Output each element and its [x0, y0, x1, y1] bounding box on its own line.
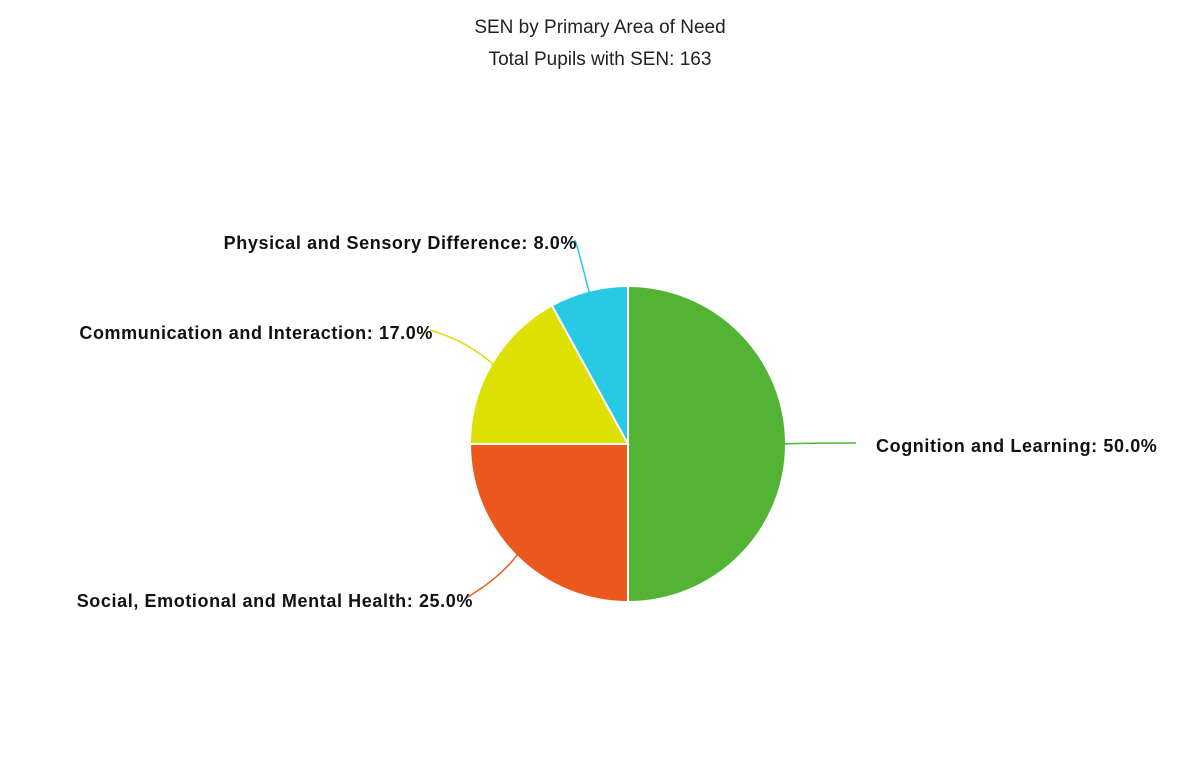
leader-line	[465, 553, 519, 599]
data-label: Cognition and Learning: 50.0%	[876, 436, 1157, 456]
pie-slice	[627, 284, 787, 604]
data-label: Social, Emotional and Mental Health: 25.…	[77, 591, 473, 611]
leader-line	[783, 442, 857, 445]
data-label: Communication and Interaction: 17.0%	[79, 323, 433, 343]
leader-line	[429, 329, 495, 366]
data-label: Physical and Sensory Difference: 8.0%	[224, 233, 577, 253]
leader-line	[574, 239, 590, 294]
chart-subtitle: Total Pupils with SEN: 163	[489, 49, 712, 70]
chart-title: SEN by Primary Area of Need	[474, 17, 725, 38]
